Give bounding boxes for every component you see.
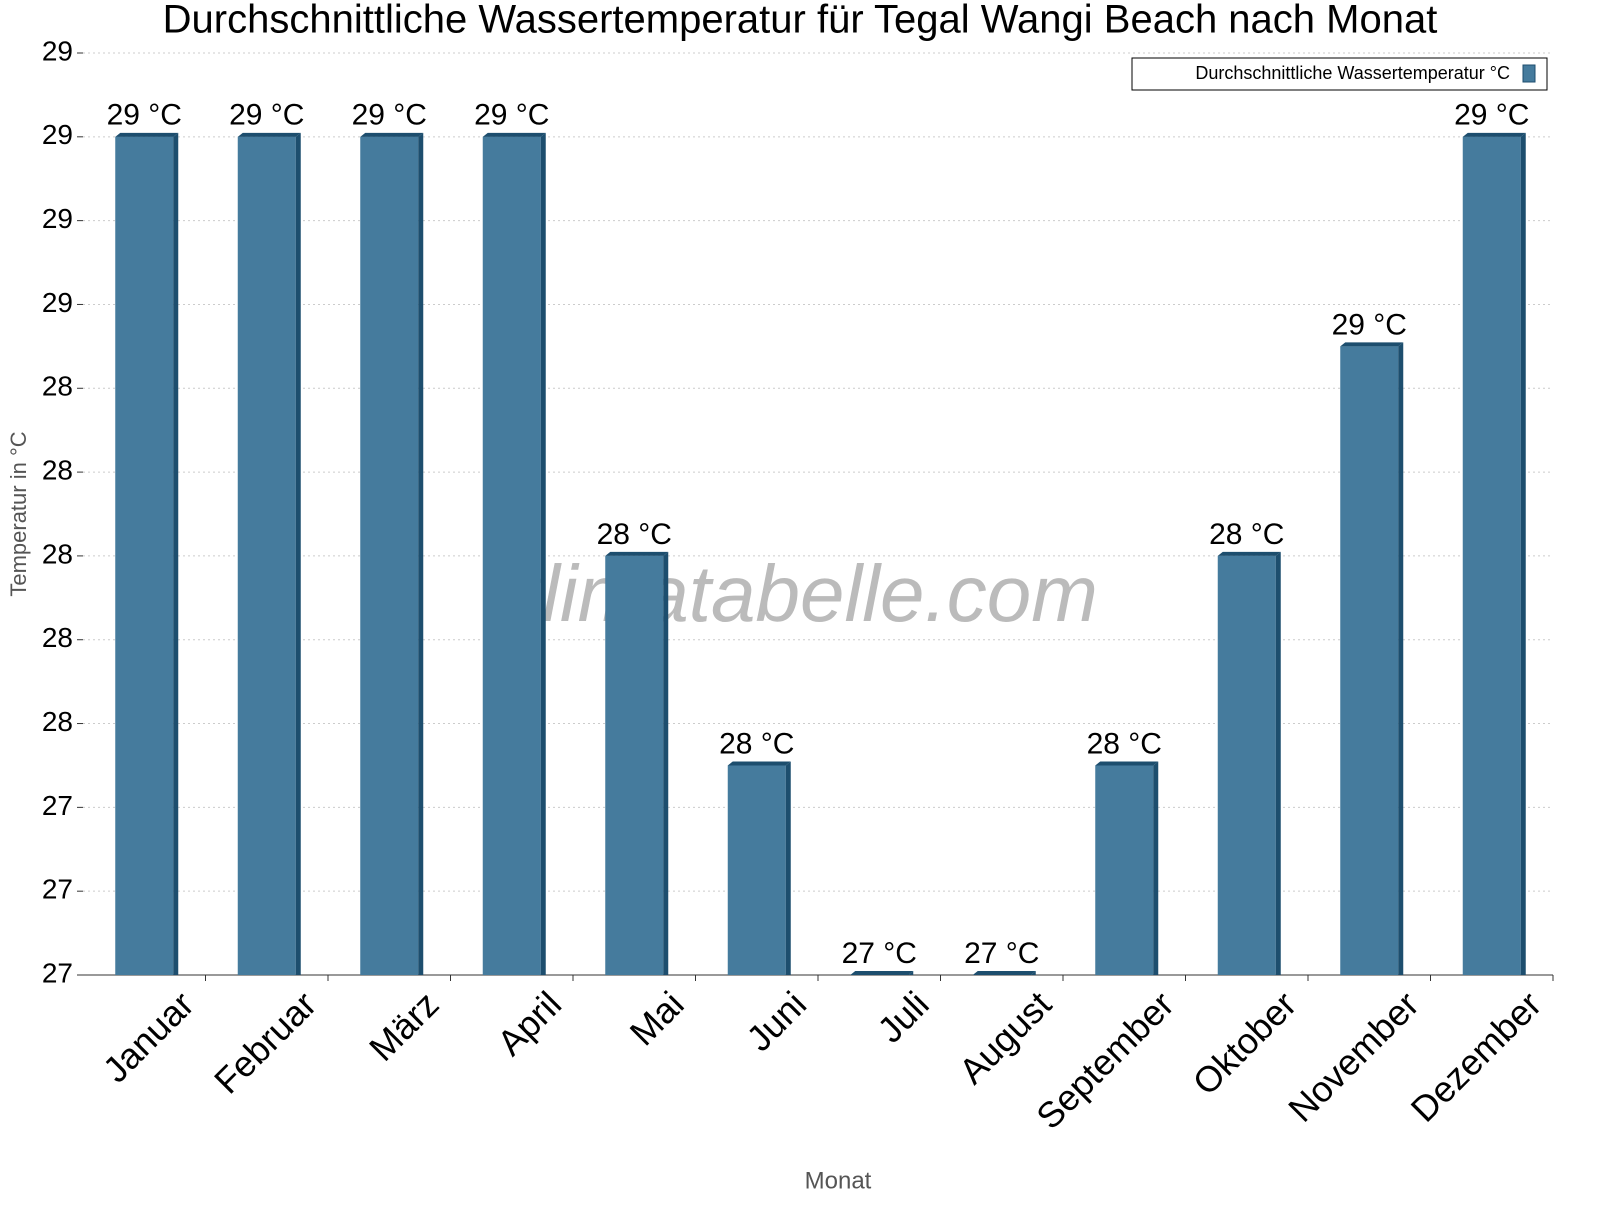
chart-title: Durchschnittliche Wassertemperatur für T… bbox=[163, 0, 1438, 42]
x-tick-label: Mai bbox=[622, 983, 692, 1053]
y-tick-label: 28 bbox=[42, 371, 73, 402]
bar-side bbox=[418, 132, 424, 975]
bar-top bbox=[727, 761, 791, 766]
bar-side bbox=[1398, 342, 1404, 975]
x-tick-label: März bbox=[361, 983, 447, 1069]
bar-top bbox=[850, 971, 914, 975]
x-tick-label: Juni bbox=[738, 983, 814, 1059]
bar bbox=[1462, 136, 1521, 975]
bar bbox=[115, 136, 174, 975]
bar-side bbox=[173, 132, 179, 975]
bar-top bbox=[1217, 551, 1281, 556]
bar bbox=[727, 765, 786, 975]
bar-side bbox=[1275, 551, 1281, 975]
bar bbox=[1217, 555, 1276, 975]
value-label: 28 °C bbox=[597, 518, 672, 551]
bar-side bbox=[540, 132, 546, 975]
value-label: 29 °C bbox=[1454, 99, 1529, 132]
value-label: 28 °C bbox=[719, 727, 794, 760]
bar-top bbox=[1095, 761, 1159, 766]
y-tick-label: 28 bbox=[42, 706, 73, 737]
value-label: 29 °C bbox=[474, 99, 549, 132]
y-axis-label: Temperatur in °C bbox=[6, 431, 31, 596]
x-tick-label: Oktober bbox=[1185, 983, 1305, 1103]
y-tick-label: 29 bbox=[42, 35, 73, 66]
value-label: 28 °C bbox=[1087, 727, 1162, 760]
bar bbox=[237, 136, 296, 975]
value-label: 27 °C bbox=[964, 937, 1039, 970]
y-tick-label: 27 bbox=[42, 790, 73, 821]
x-tick-label: August bbox=[951, 983, 1059, 1091]
bar-top bbox=[1462, 132, 1526, 137]
value-label: 29 °C bbox=[352, 99, 427, 132]
x-tick-label: Juli bbox=[869, 983, 936, 1050]
value-label: 29 °C bbox=[1332, 308, 1407, 341]
legend-label: Durchschnittliche Wassertemperatur °C bbox=[1195, 63, 1510, 83]
bar-top bbox=[1340, 342, 1404, 347]
bar-top bbox=[360, 132, 424, 137]
bar-side bbox=[785, 761, 791, 975]
bar-top bbox=[605, 551, 669, 556]
watermark: klimatabelle.com bbox=[502, 549, 1098, 638]
x-tick-label: November bbox=[1280, 983, 1426, 1129]
y-tick-label: 27 bbox=[42, 874, 73, 905]
bar-top bbox=[237, 132, 301, 137]
bar bbox=[482, 136, 541, 975]
value-label: 29 °C bbox=[107, 99, 182, 132]
x-axis-label: Monat bbox=[805, 1167, 872, 1194]
x-tick-label: Februar bbox=[206, 983, 324, 1101]
x-tick-label: Dezember bbox=[1403, 983, 1549, 1129]
bar bbox=[1340, 346, 1399, 975]
bar-side bbox=[295, 132, 301, 975]
bar-top bbox=[115, 132, 179, 137]
x-tick-label: April bbox=[489, 983, 569, 1063]
bar-top bbox=[972, 971, 1036, 975]
value-label: 29 °C bbox=[229, 99, 304, 132]
y-tick-label: 29 bbox=[42, 119, 73, 150]
bar-side bbox=[663, 551, 669, 975]
y-tick-label: 29 bbox=[42, 287, 73, 318]
x-tick-label: Januar bbox=[95, 983, 202, 1090]
bar bbox=[1095, 765, 1154, 975]
value-label: 27 °C bbox=[842, 937, 917, 970]
y-tick-label: 28 bbox=[42, 454, 73, 485]
y-tick-label: 27 bbox=[42, 957, 73, 988]
y-tick-label: 28 bbox=[42, 538, 73, 569]
bar-side bbox=[1520, 132, 1526, 975]
y-tick-label: 28 bbox=[42, 622, 73, 653]
value-label: 28 °C bbox=[1209, 518, 1284, 551]
bar-side bbox=[1153, 761, 1159, 975]
bar bbox=[605, 555, 664, 975]
legend-swatch bbox=[1522, 64, 1536, 83]
bar-top bbox=[482, 132, 546, 137]
bar bbox=[360, 136, 419, 975]
y-tick-label: 29 bbox=[42, 203, 73, 234]
legend-box bbox=[1131, 57, 1548, 91]
